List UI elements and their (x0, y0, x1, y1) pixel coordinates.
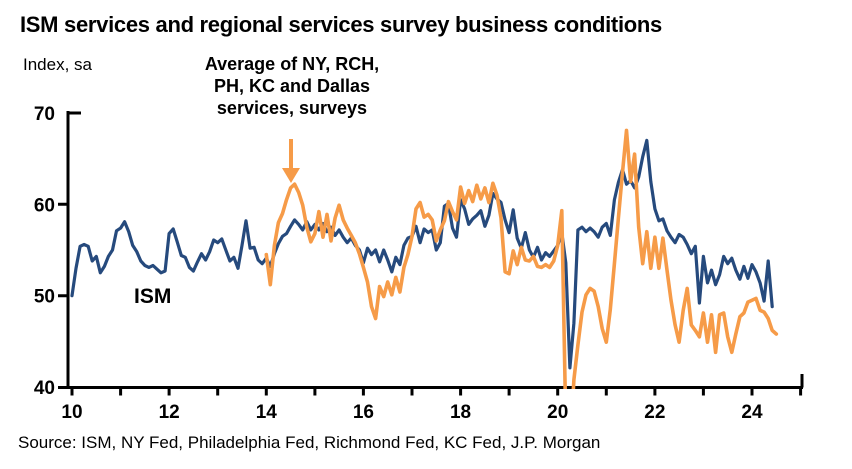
tick-label: 22 (644, 402, 665, 423)
tick-label: 12 (159, 402, 180, 423)
y-axis-unit-label: Index, sa (23, 55, 92, 74)
annotation-line-3: services, surveys (216, 98, 368, 118)
regional-average-series-line (264, 128, 779, 389)
axis-frame (58, 111, 804, 396)
ism-series-label: ISM (134, 285, 172, 308)
source-note: Source: ISM, NY Fed, Philadelphia Fed, R… (18, 433, 601, 452)
tick-label: 16 (353, 402, 374, 423)
ism-series-line (70, 138, 774, 370)
tick-label: 10 (61, 402, 82, 423)
tick-label: 70 (34, 104, 55, 125)
chart-title: ISM services and regional services surve… (20, 12, 662, 37)
tick-label: 18 (450, 402, 471, 423)
annotation-down-arrow-icon (282, 139, 300, 183)
tick-label: 60 (34, 195, 55, 216)
annotation-line-1: Average of NY, RCH, (204, 54, 380, 74)
tick-label: 50 (34, 287, 55, 308)
regional-series-annotation: Average of NY, RCH, PH, KC and Dallas se… (178, 53, 406, 119)
annotation-line-2: PH, KC and Dallas (213, 76, 371, 96)
tick-label: 14 (256, 402, 278, 423)
axis-tick-labels: 70 60 50 40 10 12 14 16 18 20 22 24 (34, 104, 763, 423)
tick-label: 24 (741, 402, 763, 423)
tick-label: 20 (547, 402, 568, 423)
tick-label: 40 (34, 378, 55, 399)
